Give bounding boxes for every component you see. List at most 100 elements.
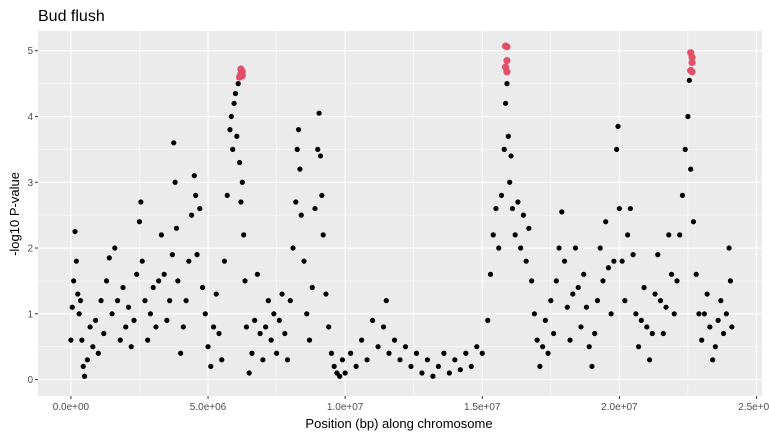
data-point <box>507 179 513 185</box>
data-point <box>112 245 118 251</box>
data-point <box>75 291 81 297</box>
minor-gridlines <box>38 31 762 396</box>
data-point <box>671 311 677 317</box>
data-point <box>76 311 82 317</box>
data-point <box>315 146 321 152</box>
data-point <box>693 271 699 277</box>
data-point <box>723 311 729 317</box>
data-point <box>608 311 614 317</box>
x-tick-label: 2.0e+07 <box>601 402 638 413</box>
data-point <box>490 232 496 238</box>
data-point <box>268 337 274 343</box>
data-point <box>95 350 101 356</box>
data-point <box>298 212 304 218</box>
data-point <box>545 350 551 356</box>
data-point <box>293 199 299 205</box>
data-point <box>87 324 93 330</box>
data-point <box>72 228 78 235</box>
data-point <box>674 278 680 284</box>
data-point <box>666 232 672 238</box>
x-tick-label: 5.0e+06 <box>190 402 227 413</box>
x-tick-label: 0.0e+00 <box>53 402 90 413</box>
data-point <box>644 324 650 330</box>
data-point <box>364 357 370 363</box>
data-point <box>493 205 499 212</box>
data-point <box>287 298 293 304</box>
data-point <box>707 324 713 330</box>
data-point <box>605 265 612 271</box>
data-point <box>655 252 661 258</box>
data-point <box>323 291 329 297</box>
data-point <box>183 298 189 304</box>
data-point <box>69 304 75 310</box>
data-point <box>512 232 518 238</box>
data-point <box>435 363 441 370</box>
data-point <box>131 317 137 323</box>
data-point <box>589 363 595 370</box>
data-point <box>646 357 653 363</box>
data-point <box>487 271 494 277</box>
data-point <box>271 311 277 317</box>
data-point <box>260 357 266 363</box>
data-point <box>430 373 436 379</box>
data-point <box>238 199 244 205</box>
data-point <box>540 344 546 350</box>
data-point <box>230 146 236 152</box>
data-point <box>615 123 621 129</box>
data-point <box>98 298 104 304</box>
data-point <box>526 225 532 231</box>
data-point <box>583 304 590 310</box>
data-point <box>718 298 724 304</box>
data-point <box>79 337 85 343</box>
data-point <box>304 311 310 317</box>
data-point <box>383 298 389 304</box>
data-point <box>147 311 154 317</box>
data-point <box>704 291 710 297</box>
data-point <box>128 344 134 350</box>
data-point <box>586 344 592 350</box>
data-point <box>633 311 639 317</box>
data-point <box>391 337 398 343</box>
x-axis-label: Position (bp) along chromosome <box>305 416 492 431</box>
data-point <box>553 278 559 284</box>
data-point <box>243 324 250 330</box>
data-point <box>474 344 480 350</box>
data-points <box>68 77 735 379</box>
data-point <box>164 317 170 323</box>
data-point <box>191 173 197 179</box>
data-point <box>485 317 491 323</box>
data-point <box>413 350 420 356</box>
data-point <box>145 337 151 343</box>
data-point <box>625 232 631 238</box>
data-point <box>153 324 159 330</box>
data-point <box>239 179 245 185</box>
data-point <box>246 370 252 376</box>
data-point <box>236 159 243 166</box>
significant-point <box>688 68 696 76</box>
data-point <box>353 363 359 370</box>
data-point <box>221 258 228 264</box>
data-point <box>92 317 99 323</box>
data-point <box>257 330 263 337</box>
data-point <box>657 298 664 304</box>
data-point <box>194 252 200 258</box>
data-point <box>317 153 324 159</box>
y-tick-label: 4 <box>27 112 33 123</box>
data-point <box>677 232 683 238</box>
significant-point <box>503 56 511 65</box>
plot-panel <box>38 31 762 396</box>
data-point <box>139 258 145 264</box>
data-point <box>178 350 184 356</box>
data-point <box>169 252 175 258</box>
data-point <box>502 100 509 106</box>
data-point <box>161 271 167 277</box>
data-point <box>186 258 192 264</box>
data-point <box>232 90 239 97</box>
data-point <box>90 344 96 350</box>
data-point <box>339 357 346 363</box>
y-tick-label: 3 <box>27 178 33 189</box>
data-point <box>117 337 123 343</box>
data-point <box>73 258 79 264</box>
data-point <box>171 140 177 146</box>
